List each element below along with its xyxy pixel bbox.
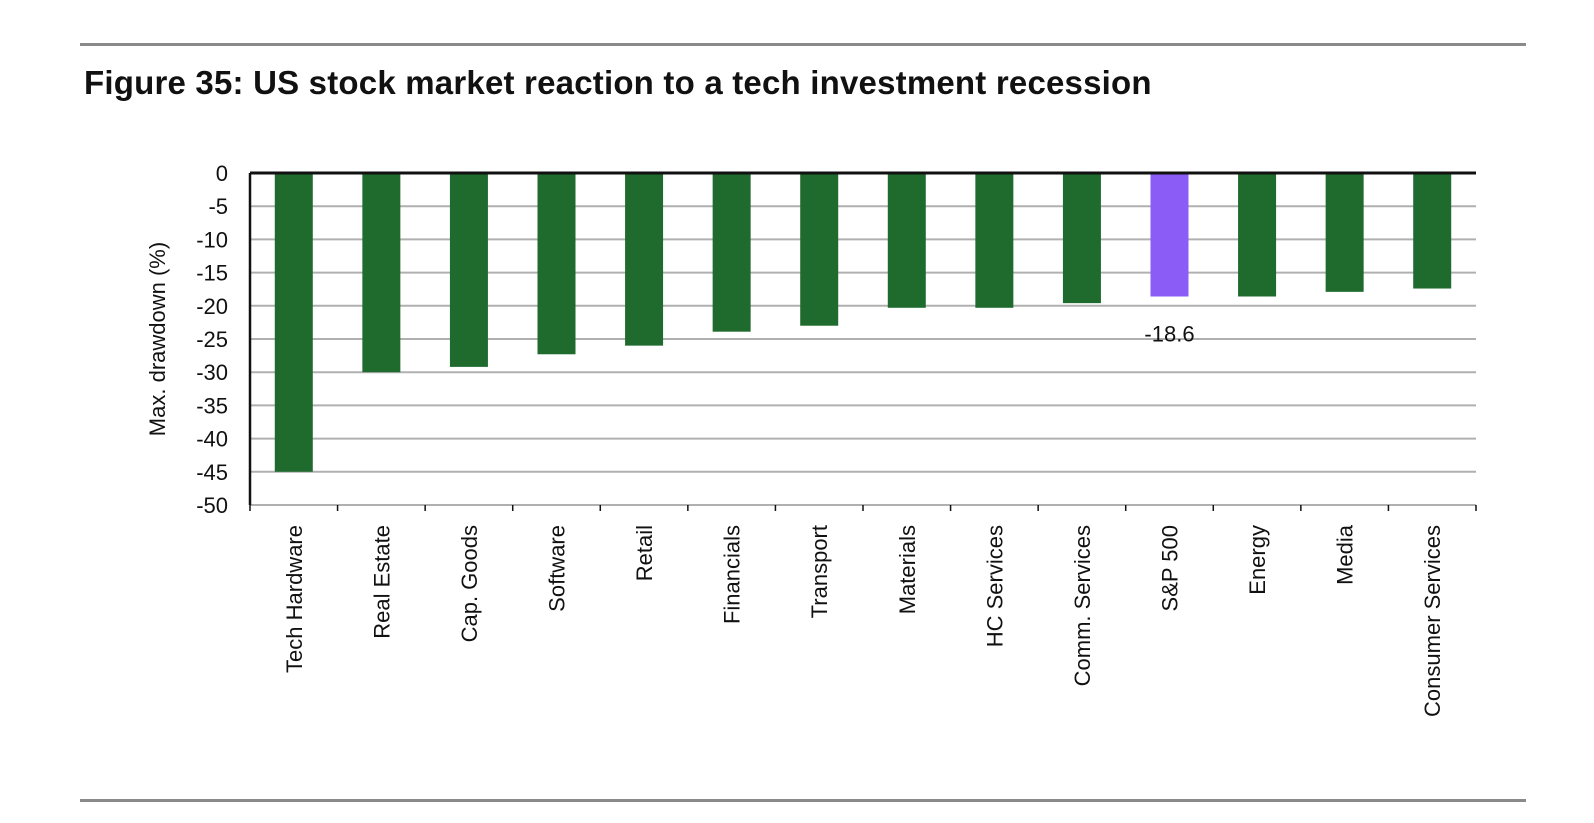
- bar: [1150, 173, 1189, 297]
- bar: [537, 173, 576, 355]
- y-tick-label: -25: [196, 327, 228, 352]
- y-axis-title: Max. drawdown (%): [145, 242, 170, 436]
- category-label: HC Services: [982, 525, 1007, 647]
- category-label: Cap. Goods: [457, 525, 482, 642]
- bar: [1325, 173, 1364, 292]
- y-tick-label: 0: [216, 161, 228, 186]
- category-label: Retail: [632, 525, 657, 581]
- bar: [1238, 173, 1277, 297]
- bar: [800, 173, 839, 326]
- bars: [274, 173, 1452, 472]
- category-label: Transport: [807, 525, 832, 618]
- bar: [625, 173, 664, 346]
- category-label: Tech Hardware: [282, 525, 307, 673]
- top-rule: [80, 43, 1526, 46]
- category-label: Materials: [895, 525, 920, 614]
- y-tick-label: -35: [196, 393, 228, 418]
- bar: [362, 173, 401, 373]
- category-label: Financials: [720, 525, 745, 624]
- bar: [712, 173, 751, 332]
- bar: [274, 173, 313, 472]
- category-label: Consumer Services: [1420, 525, 1445, 717]
- gridlines: [250, 205, 1476, 506]
- bar: [1413, 173, 1452, 289]
- bar: [887, 173, 926, 308]
- bar: [1062, 173, 1101, 304]
- category-label: S&P 500: [1158, 525, 1183, 611]
- data-label: -18.6: [1144, 322, 1194, 347]
- y-tick-label: -50: [196, 493, 228, 518]
- category-label: Real Estate: [369, 525, 394, 639]
- figure-title: Figure 35: US stock market reaction to a…: [84, 64, 1152, 101]
- category-label: Media: [1333, 524, 1358, 585]
- y-tick-label: -45: [196, 460, 228, 485]
- y-tick-label: -10: [196, 227, 228, 252]
- category-label: Software: [545, 525, 570, 612]
- y-tick-label: -5: [208, 194, 228, 219]
- category-label: Energy: [1245, 525, 1270, 595]
- y-tick-label: -15: [196, 261, 228, 286]
- axes: [248, 171, 1477, 511]
- y-tick-label: -20: [196, 294, 228, 319]
- y-tick-label: -40: [196, 427, 228, 452]
- bar: [449, 173, 488, 367]
- labels: 0 -5 -10 -15 -20 -25 -30 -35 -40 -45 -50 Tech Hardw…: [145, 161, 1445, 717]
- bar: [975, 173, 1014, 308]
- bottom-rule: [80, 799, 1526, 802]
- category-label: Comm. Services: [1070, 525, 1095, 686]
- y-tick-label: -30: [196, 360, 228, 385]
